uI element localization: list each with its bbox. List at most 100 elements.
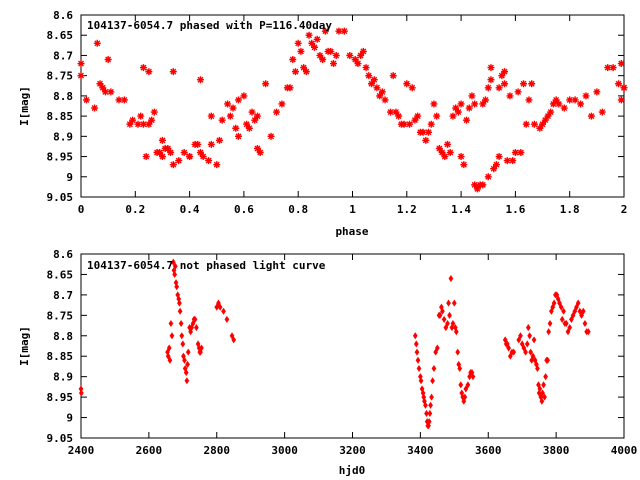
data-point [446,299,451,307]
data-point [525,324,531,332]
data-point [447,311,452,319]
data-point [598,108,607,117]
data-point [294,39,303,48]
data-point [329,59,338,68]
data-point [302,67,311,76]
chart-title: 104137-6054.7 not phased light curve [87,259,326,272]
data-point [470,99,479,108]
data-point [478,180,487,189]
data-point [172,262,178,270]
data-point [579,311,584,319]
data-point [524,340,530,348]
data-point [592,87,601,96]
y-tick-label: 8.6 [53,248,73,261]
data-point [192,315,198,323]
y-tick-label: 8.9 [53,130,73,143]
y-axis-label: I[mag] [18,86,31,126]
data-point [443,140,452,149]
data-point [362,63,371,72]
x-tick-label: 1.8 [560,203,580,216]
data-point [440,307,445,315]
data-point [429,393,434,401]
data-point [519,79,528,88]
data-point [199,152,208,161]
data-point [177,299,182,307]
data-point [378,87,387,96]
data-point [215,136,224,145]
data-point [394,112,403,121]
data-point [256,148,265,157]
data-point [169,332,175,340]
data-point [505,91,514,100]
data-point [531,336,537,344]
data-point [231,336,237,344]
data-point [221,307,226,315]
data-point [106,87,115,96]
data-point [77,59,85,68]
data-point [546,108,555,117]
y-tick-label: 8.85 [47,350,74,363]
data-point [431,364,437,373]
data-point [427,409,433,418]
data-point [424,128,433,137]
data-point [437,311,443,319]
data-point [413,340,419,348]
data-point [253,112,262,121]
data-point [535,364,540,373]
data-point [560,104,569,113]
data-point [448,274,454,283]
data-point [557,299,562,307]
data-point [429,99,438,108]
data-point [459,160,468,169]
data-point [554,99,563,108]
data-point [196,75,205,84]
data-point [484,83,493,92]
data-point [511,348,517,356]
data-point [427,120,436,129]
axis-ticks: 0 0.2 0.4 0.6 0.8 1 1.2 1.4 1.6 1.8 2 8.6 8.65 8.7 8.7… [47,9,628,216]
data-point [245,124,254,133]
data-point [234,95,243,104]
y-tick-label: 8.7 [53,49,73,62]
y-tick-label: 8.7 [53,289,73,302]
data-point [542,393,547,401]
data-point [170,258,176,266]
data-point [136,112,145,121]
data-point [326,47,335,56]
data-point [184,377,190,385]
data-point [506,344,511,352]
data-point [226,112,235,121]
data-point [158,152,167,161]
data-point [523,348,528,356]
data-point [182,356,187,364]
y-tick-label: 8.8 [53,330,73,343]
data-point [364,71,373,80]
x-tick-label: 1.4 [451,203,471,216]
data-point [500,67,509,76]
data-point [414,348,420,356]
data-point [239,91,248,100]
data-point [90,104,99,113]
x-axis-label: phase [335,225,368,238]
data-point [580,307,586,315]
data-point [551,299,557,307]
data-point [524,95,533,104]
data-point [224,315,230,323]
data-point [576,99,585,108]
data-point [413,112,422,121]
data-point [421,136,430,145]
data-point [408,83,417,92]
phased-light-curve-panel: 0 0.2 0.4 0.6 0.8 1 1.2 1.4 1.6 1.8 2 8.6 8.65 8.7 8.7… [18,9,628,238]
data-point [166,148,175,157]
data-point [416,364,422,373]
data-point [575,299,581,307]
data-point [158,136,167,145]
data-point [458,381,464,389]
data-point [185,360,190,368]
data-point [609,63,618,72]
data-point [617,95,626,104]
data-point [433,348,439,356]
data-point [484,172,493,181]
data-point [521,344,527,352]
data-point [142,152,151,161]
